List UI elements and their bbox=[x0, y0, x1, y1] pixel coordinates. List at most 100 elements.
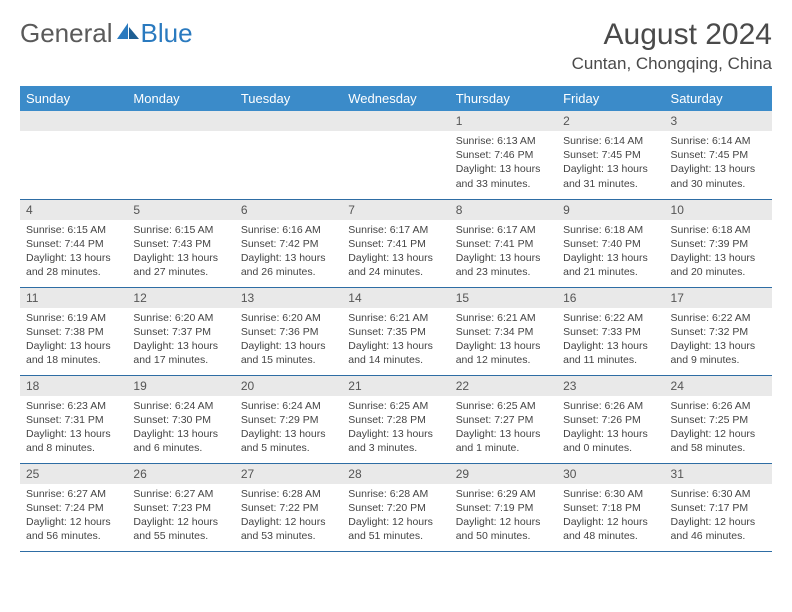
week-row: 4Sunrise: 6:15 AMSunset: 7:44 PMDaylight… bbox=[20, 199, 772, 287]
day-data: Sunrise: 6:15 AMSunset: 7:43 PMDaylight:… bbox=[127, 220, 234, 286]
day-data: Sunrise: 6:27 AMSunset: 7:24 PMDaylight:… bbox=[20, 484, 127, 550]
day-data: Sunrise: 6:14 AMSunset: 7:45 PMDaylight:… bbox=[557, 131, 664, 197]
day-number: 12 bbox=[127, 288, 234, 308]
dow-friday: Friday bbox=[557, 86, 664, 111]
location-label: Cuntan, Chongqing, China bbox=[572, 54, 772, 74]
day-cell: 14Sunrise: 6:21 AMSunset: 7:35 PMDayligh… bbox=[342, 287, 449, 375]
day-cell: 1Sunrise: 6:13 AMSunset: 7:46 PMDaylight… bbox=[450, 111, 557, 199]
empty-cell bbox=[127, 111, 234, 199]
day-number: 2 bbox=[557, 111, 664, 131]
day-number: 29 bbox=[450, 464, 557, 484]
day-number: 5 bbox=[127, 200, 234, 220]
day-cell: 19Sunrise: 6:24 AMSunset: 7:30 PMDayligh… bbox=[127, 375, 234, 463]
day-number: 18 bbox=[20, 376, 127, 396]
day-number: 3 bbox=[665, 111, 772, 131]
day-cell: 28Sunrise: 6:28 AMSunset: 7:20 PMDayligh… bbox=[342, 463, 449, 551]
day-cell: 8Sunrise: 6:17 AMSunset: 7:41 PMDaylight… bbox=[450, 199, 557, 287]
day-number: 7 bbox=[342, 200, 449, 220]
dow-tuesday: Tuesday bbox=[235, 86, 342, 111]
day-cell: 27Sunrise: 6:28 AMSunset: 7:22 PMDayligh… bbox=[235, 463, 342, 551]
dow-thursday: Thursday bbox=[450, 86, 557, 111]
day-data: Sunrise: 6:29 AMSunset: 7:19 PMDaylight:… bbox=[450, 484, 557, 550]
day-data: Sunrise: 6:17 AMSunset: 7:41 PMDaylight:… bbox=[342, 220, 449, 286]
day-data: Sunrise: 6:22 AMSunset: 7:33 PMDaylight:… bbox=[557, 308, 664, 374]
day-cell: 17Sunrise: 6:22 AMSunset: 7:32 PMDayligh… bbox=[665, 287, 772, 375]
day-cell: 18Sunrise: 6:23 AMSunset: 7:31 PMDayligh… bbox=[20, 375, 127, 463]
day-data: Sunrise: 6:24 AMSunset: 7:30 PMDaylight:… bbox=[127, 396, 234, 462]
day-data: Sunrise: 6:20 AMSunset: 7:36 PMDaylight:… bbox=[235, 308, 342, 374]
day-number: 8 bbox=[450, 200, 557, 220]
day-number: 27 bbox=[235, 464, 342, 484]
dow-sunday: Sunday bbox=[20, 86, 127, 111]
week-row: 25Sunrise: 6:27 AMSunset: 7:24 PMDayligh… bbox=[20, 463, 772, 551]
dow-wednesday: Wednesday bbox=[342, 86, 449, 111]
day-data: Sunrise: 6:17 AMSunset: 7:41 PMDaylight:… bbox=[450, 220, 557, 286]
week-row: 1Sunrise: 6:13 AMSunset: 7:46 PMDaylight… bbox=[20, 111, 772, 199]
day-number: 13 bbox=[235, 288, 342, 308]
day-cell: 31Sunrise: 6:30 AMSunset: 7:17 PMDayligh… bbox=[665, 463, 772, 551]
day-number: 22 bbox=[450, 376, 557, 396]
day-cell: 7Sunrise: 6:17 AMSunset: 7:41 PMDaylight… bbox=[342, 199, 449, 287]
day-cell: 4Sunrise: 6:15 AMSunset: 7:44 PMDaylight… bbox=[20, 199, 127, 287]
brand-part1: General bbox=[20, 18, 113, 49]
day-data: Sunrise: 6:18 AMSunset: 7:39 PMDaylight:… bbox=[665, 220, 772, 286]
day-number: 31 bbox=[665, 464, 772, 484]
day-number: 24 bbox=[665, 376, 772, 396]
day-number: 16 bbox=[557, 288, 664, 308]
day-number: 1 bbox=[450, 111, 557, 131]
day-data: Sunrise: 6:21 AMSunset: 7:35 PMDaylight:… bbox=[342, 308, 449, 374]
day-data: Sunrise: 6:21 AMSunset: 7:34 PMDaylight:… bbox=[450, 308, 557, 374]
day-cell: 25Sunrise: 6:27 AMSunset: 7:24 PMDayligh… bbox=[20, 463, 127, 551]
day-cell: 10Sunrise: 6:18 AMSunset: 7:39 PMDayligh… bbox=[665, 199, 772, 287]
day-number: 9 bbox=[557, 200, 664, 220]
day-number: 20 bbox=[235, 376, 342, 396]
day-number: 10 bbox=[665, 200, 772, 220]
day-cell: 2Sunrise: 6:14 AMSunset: 7:45 PMDaylight… bbox=[557, 111, 664, 199]
dow-monday: Monday bbox=[127, 86, 234, 111]
day-data: Sunrise: 6:16 AMSunset: 7:42 PMDaylight:… bbox=[235, 220, 342, 286]
day-number: 21 bbox=[342, 376, 449, 396]
title-block: August 2024 Cuntan, Chongqing, China bbox=[572, 18, 772, 74]
day-cell: 20Sunrise: 6:24 AMSunset: 7:29 PMDayligh… bbox=[235, 375, 342, 463]
day-data: Sunrise: 6:30 AMSunset: 7:17 PMDaylight:… bbox=[665, 484, 772, 550]
dow-saturday: Saturday bbox=[665, 86, 772, 111]
empty-cell bbox=[342, 111, 449, 199]
day-data: Sunrise: 6:26 AMSunset: 7:26 PMDaylight:… bbox=[557, 396, 664, 462]
day-cell: 24Sunrise: 6:26 AMSunset: 7:25 PMDayligh… bbox=[665, 375, 772, 463]
day-number: 4 bbox=[20, 200, 127, 220]
brand-part2: Blue bbox=[141, 18, 193, 49]
day-number: 23 bbox=[557, 376, 664, 396]
day-cell: 15Sunrise: 6:21 AMSunset: 7:34 PMDayligh… bbox=[450, 287, 557, 375]
day-cell: 12Sunrise: 6:20 AMSunset: 7:37 PMDayligh… bbox=[127, 287, 234, 375]
day-cell: 9Sunrise: 6:18 AMSunset: 7:40 PMDaylight… bbox=[557, 199, 664, 287]
day-data: Sunrise: 6:25 AMSunset: 7:27 PMDaylight:… bbox=[450, 396, 557, 462]
day-cell: 3Sunrise: 6:14 AMSunset: 7:45 PMDaylight… bbox=[665, 111, 772, 199]
day-cell: 11Sunrise: 6:19 AMSunset: 7:38 PMDayligh… bbox=[20, 287, 127, 375]
calendar-body: 1Sunrise: 6:13 AMSunset: 7:46 PMDaylight… bbox=[20, 111, 772, 551]
day-data: Sunrise: 6:13 AMSunset: 7:46 PMDaylight:… bbox=[450, 131, 557, 197]
day-data: Sunrise: 6:14 AMSunset: 7:45 PMDaylight:… bbox=[665, 131, 772, 197]
day-number: 25 bbox=[20, 464, 127, 484]
day-data: Sunrise: 6:26 AMSunset: 7:25 PMDaylight:… bbox=[665, 396, 772, 462]
day-data: Sunrise: 6:15 AMSunset: 7:44 PMDaylight:… bbox=[20, 220, 127, 286]
day-data: Sunrise: 6:20 AMSunset: 7:37 PMDaylight:… bbox=[127, 308, 234, 374]
day-cell: 29Sunrise: 6:29 AMSunset: 7:19 PMDayligh… bbox=[450, 463, 557, 551]
day-cell: 22Sunrise: 6:25 AMSunset: 7:27 PMDayligh… bbox=[450, 375, 557, 463]
empty-cell bbox=[235, 111, 342, 199]
day-cell: 26Sunrise: 6:27 AMSunset: 7:23 PMDayligh… bbox=[127, 463, 234, 551]
day-data: Sunrise: 6:28 AMSunset: 7:22 PMDaylight:… bbox=[235, 484, 342, 550]
day-data: Sunrise: 6:19 AMSunset: 7:38 PMDaylight:… bbox=[20, 308, 127, 374]
dow-row: SundayMondayTuesdayWednesdayThursdayFrid… bbox=[20, 86, 772, 111]
day-cell: 5Sunrise: 6:15 AMSunset: 7:43 PMDaylight… bbox=[127, 199, 234, 287]
day-data: Sunrise: 6:28 AMSunset: 7:20 PMDaylight:… bbox=[342, 484, 449, 550]
day-data: Sunrise: 6:27 AMSunset: 7:23 PMDaylight:… bbox=[127, 484, 234, 550]
empty-cell bbox=[20, 111, 127, 199]
day-number: 26 bbox=[127, 464, 234, 484]
day-number: 6 bbox=[235, 200, 342, 220]
header: General Blue August 2024 Cuntan, Chongqi… bbox=[20, 18, 772, 74]
week-row: 18Sunrise: 6:23 AMSunset: 7:31 PMDayligh… bbox=[20, 375, 772, 463]
day-cell: 16Sunrise: 6:22 AMSunset: 7:33 PMDayligh… bbox=[557, 287, 664, 375]
day-data: Sunrise: 6:23 AMSunset: 7:31 PMDaylight:… bbox=[20, 396, 127, 462]
day-number: 28 bbox=[342, 464, 449, 484]
day-number: 14 bbox=[342, 288, 449, 308]
